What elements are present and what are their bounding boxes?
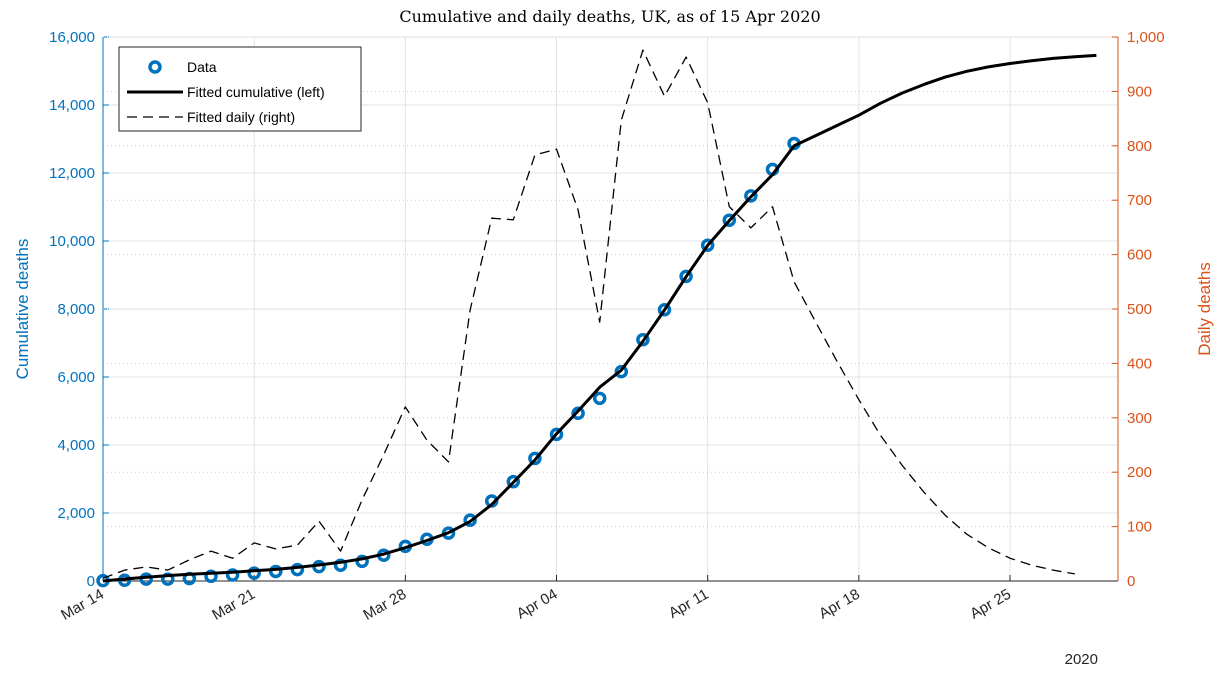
y2-tick-label: 800	[1127, 138, 1152, 155]
y2-tick-label: 400	[1127, 355, 1152, 372]
data-point	[571, 406, 585, 420]
x-tick-label: Mar 14	[58, 586, 107, 624]
y2-tick-label: 500	[1127, 301, 1152, 318]
daily-line	[102, 49, 1075, 579]
data-point	[333, 558, 348, 572]
y-tick-label: 2,000	[57, 505, 95, 522]
y2-tick-label: 900	[1127, 83, 1152, 100]
y-tick-label: 12,000	[49, 165, 95, 182]
data-point	[744, 189, 758, 203]
x-tick-label: Mar 28	[360, 586, 409, 624]
y-tick-label: 4,000	[57, 437, 95, 454]
y2-tick-label: 300	[1127, 410, 1152, 427]
y-tick-label: 10,000	[49, 233, 95, 250]
data-point	[528, 451, 542, 466]
y2-tick-label: 200	[1127, 464, 1152, 481]
y-tick-label: 6,000	[57, 369, 95, 386]
x-tick-label: Apr 04	[514, 586, 561, 623]
data-point	[700, 238, 715, 252]
data-point	[225, 568, 240, 582]
data-point	[722, 213, 737, 227]
y2-tick-label: 1,000	[1127, 29, 1165, 46]
data-point	[269, 564, 283, 579]
data-point	[463, 513, 477, 527]
y-tick-label: 14,000	[49, 97, 95, 114]
y-tick-label: 16,000	[49, 29, 95, 46]
x-tick-label: Apr 25	[967, 586, 1014, 623]
x-tick-label: Mar 21	[209, 586, 258, 624]
data-point	[592, 391, 607, 406]
data-point	[161, 572, 175, 586]
y2-tick-label: 100	[1127, 519, 1152, 536]
x-tick-label: Apr 18	[816, 586, 863, 623]
y2-axis-label: Daily deaths	[1195, 262, 1214, 356]
y-axis-label: Cumulative deaths	[13, 239, 32, 380]
data-point	[290, 562, 305, 577]
cumulative-line	[102, 53, 1097, 583]
x-tick-label: Apr 11	[666, 586, 712, 622]
y-tick-label: 0	[87, 573, 95, 590]
data-point	[247, 566, 261, 580]
y-tick-label: 8,000	[57, 301, 95, 318]
legend-label: Fitted daily (right)	[187, 109, 295, 125]
data-point	[204, 569, 218, 584]
data-point	[355, 554, 369, 569]
data-point	[657, 302, 672, 317]
legend-marker	[148, 60, 162, 74]
data-point	[636, 332, 650, 347]
y2-tick-label: 600	[1127, 247, 1152, 264]
y2-tick-label: 0	[1127, 573, 1135, 590]
chart-title: Cumulative and daily deaths, UK, as of 1…	[399, 7, 820, 26]
legend-label: Data	[187, 59, 217, 75]
x-axis-year: 2020	[1065, 651, 1098, 668]
y2-tick-label: 700	[1127, 192, 1152, 209]
data-point	[549, 427, 564, 442]
data-point	[614, 364, 629, 379]
data-point	[679, 269, 693, 284]
data-point	[506, 474, 521, 489]
legend-label: Fitted cumulative (left)	[187, 84, 325, 100]
